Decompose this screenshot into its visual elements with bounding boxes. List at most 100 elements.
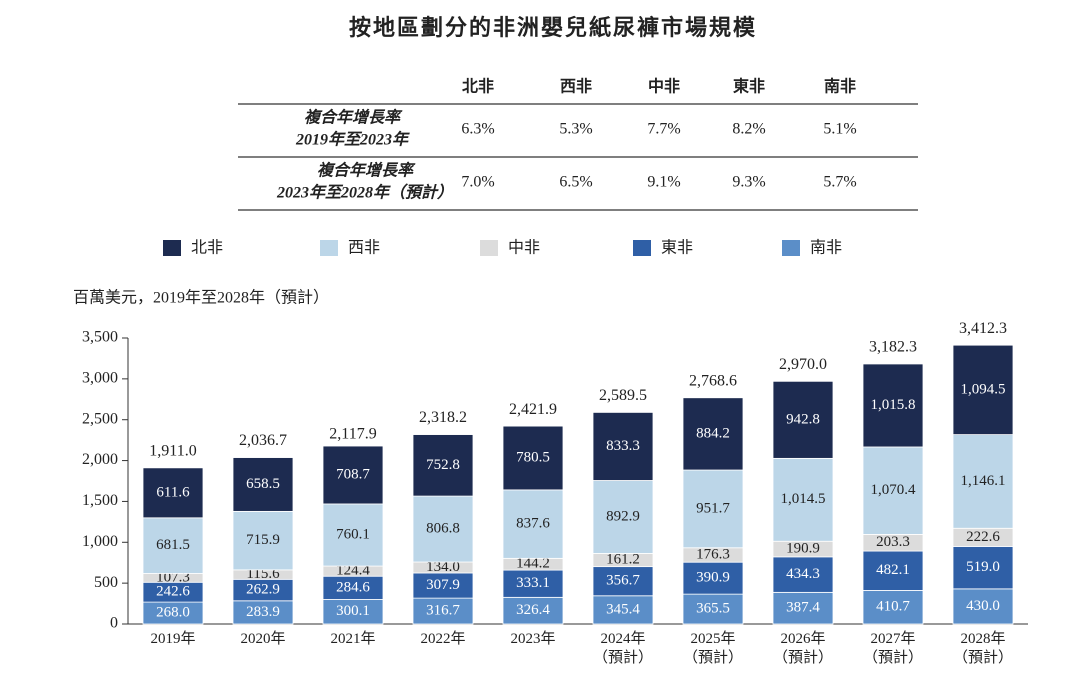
bar-segment bbox=[682, 469, 744, 549]
bar-segment bbox=[862, 446, 924, 535]
value-label: 222.6 bbox=[966, 529, 1000, 545]
value-label: 951.7 bbox=[696, 500, 730, 516]
value-label: 307.9 bbox=[426, 577, 460, 593]
bar-segment bbox=[862, 363, 924, 448]
value-label: 658.5 bbox=[246, 476, 280, 492]
total-label: 3,412.3 bbox=[959, 320, 1007, 337]
legend-swatch bbox=[480, 240, 498, 256]
table-header: 東非 bbox=[733, 77, 765, 96]
value-label: 892.9 bbox=[606, 508, 640, 524]
y-tick-label: 0 bbox=[110, 615, 118, 632]
value-label: 780.5 bbox=[516, 449, 550, 465]
legend-label: 北非 bbox=[191, 239, 223, 257]
x-tick-label: 2026年 （預計） bbox=[772, 631, 833, 666]
value-label: 345.4 bbox=[606, 601, 640, 617]
table-cell: 8.2% bbox=[732, 121, 765, 138]
value-label: 1,014.5 bbox=[781, 491, 826, 507]
value-label: 410.7 bbox=[876, 599, 910, 615]
bar-segment bbox=[592, 566, 654, 597]
legend-label: 中非 bbox=[508, 239, 540, 257]
value-label: 1,015.8 bbox=[871, 397, 916, 413]
value-label: 242.6 bbox=[156, 584, 190, 600]
value-label: 1,094.5 bbox=[961, 381, 1006, 397]
y-tick-label: 1,000 bbox=[82, 533, 118, 550]
total-label: 2,421.9 bbox=[509, 401, 557, 418]
bar-segment bbox=[682, 561, 744, 595]
y-tick-label: 2,000 bbox=[82, 451, 118, 468]
value-label: 387.4 bbox=[786, 600, 820, 616]
value-label: 1,146.1 bbox=[961, 473, 1006, 489]
bar-segment bbox=[502, 425, 564, 491]
y-tick-label: 1,500 bbox=[82, 492, 118, 509]
value-label: 715.9 bbox=[246, 532, 280, 548]
value-label: 144.2 bbox=[516, 556, 550, 572]
table-cell: 7.7% bbox=[647, 121, 680, 138]
y-tick-label: 3,000 bbox=[82, 370, 118, 387]
value-label: 942.8 bbox=[786, 411, 820, 427]
bar-segment bbox=[862, 550, 924, 591]
total-label: 2,768.6 bbox=[689, 372, 737, 389]
value-label: 884.2 bbox=[696, 425, 730, 441]
table-cell: 7.0% bbox=[461, 174, 494, 191]
total-label: 2,318.2 bbox=[419, 409, 467, 426]
table-header: 中非 bbox=[648, 77, 680, 96]
value-label: 708.7 bbox=[336, 466, 370, 482]
bar-segment bbox=[592, 480, 654, 554]
total-label: 1,911.0 bbox=[149, 443, 196, 460]
bar-segment bbox=[592, 412, 654, 481]
bar-segment bbox=[322, 445, 384, 505]
bar-segment bbox=[502, 489, 564, 559]
table-row-label: 複合年增長率 bbox=[304, 109, 403, 127]
value-label: 519.0 bbox=[966, 559, 1000, 575]
x-tick-label: 2025年 （預計） bbox=[682, 631, 743, 666]
table-cell: 5.7% bbox=[823, 174, 856, 191]
bar-segment bbox=[142, 467, 204, 519]
value-label: 203.3 bbox=[876, 534, 910, 550]
value-label: 161.2 bbox=[606, 551, 640, 567]
bar-segment bbox=[772, 380, 834, 459]
table-cell: 9.3% bbox=[732, 174, 765, 191]
value-label: 482.1 bbox=[876, 562, 910, 578]
bar-segment bbox=[232, 457, 294, 512]
value-label: 752.8 bbox=[426, 457, 460, 473]
legend-label: 南非 bbox=[810, 239, 842, 257]
bar-segment bbox=[232, 510, 294, 571]
x-tick-label: 2028年 （預計） bbox=[952, 631, 1013, 666]
legend-swatch bbox=[633, 240, 651, 256]
value-label: 611.6 bbox=[156, 484, 190, 500]
legend-label: 東非 bbox=[661, 239, 693, 257]
bar-segment bbox=[682, 397, 744, 471]
x-tick-label: 2024年 （預計） bbox=[592, 631, 653, 666]
value-label: 283.9 bbox=[246, 604, 280, 620]
y-tick-label: 2,500 bbox=[82, 410, 118, 427]
value-label: 134.0 bbox=[426, 559, 460, 575]
value-label: 284.6 bbox=[336, 579, 370, 595]
table-cell: 9.1% bbox=[647, 174, 680, 191]
value-label: 124.4 bbox=[336, 563, 370, 579]
table-cell: 5.3% bbox=[559, 121, 592, 138]
bar-segment bbox=[862, 590, 924, 625]
value-label: 326.4 bbox=[516, 602, 550, 618]
table-header: 西非 bbox=[560, 77, 592, 96]
value-label: 837.6 bbox=[516, 516, 550, 532]
total-label: 2,117.9 bbox=[329, 426, 376, 443]
bar-segment bbox=[952, 344, 1014, 436]
legend-label: 西非 bbox=[348, 239, 380, 257]
x-tick-label: 2020年 bbox=[240, 631, 286, 647]
value-label: 1,070.4 bbox=[871, 482, 917, 498]
x-tick-label: 2019年 bbox=[150, 631, 196, 647]
value-label: 333.1 bbox=[516, 575, 550, 591]
total-label: 3,182.3 bbox=[869, 339, 917, 356]
bar-segment bbox=[952, 588, 1014, 625]
x-tick-label: 2021年 bbox=[330, 631, 376, 647]
bar-segment bbox=[322, 599, 384, 625]
total-label: 2,589.5 bbox=[599, 387, 647, 404]
total-label: 2,036.7 bbox=[239, 432, 287, 449]
legend-swatch bbox=[320, 240, 338, 256]
chart-title: 按地區劃分的非洲嬰兒紙尿褲市場規模 bbox=[349, 15, 757, 40]
bar-segment bbox=[772, 457, 834, 542]
bar-segment bbox=[502, 596, 564, 625]
x-tick-label: 2027年 （預計） bbox=[862, 631, 923, 666]
